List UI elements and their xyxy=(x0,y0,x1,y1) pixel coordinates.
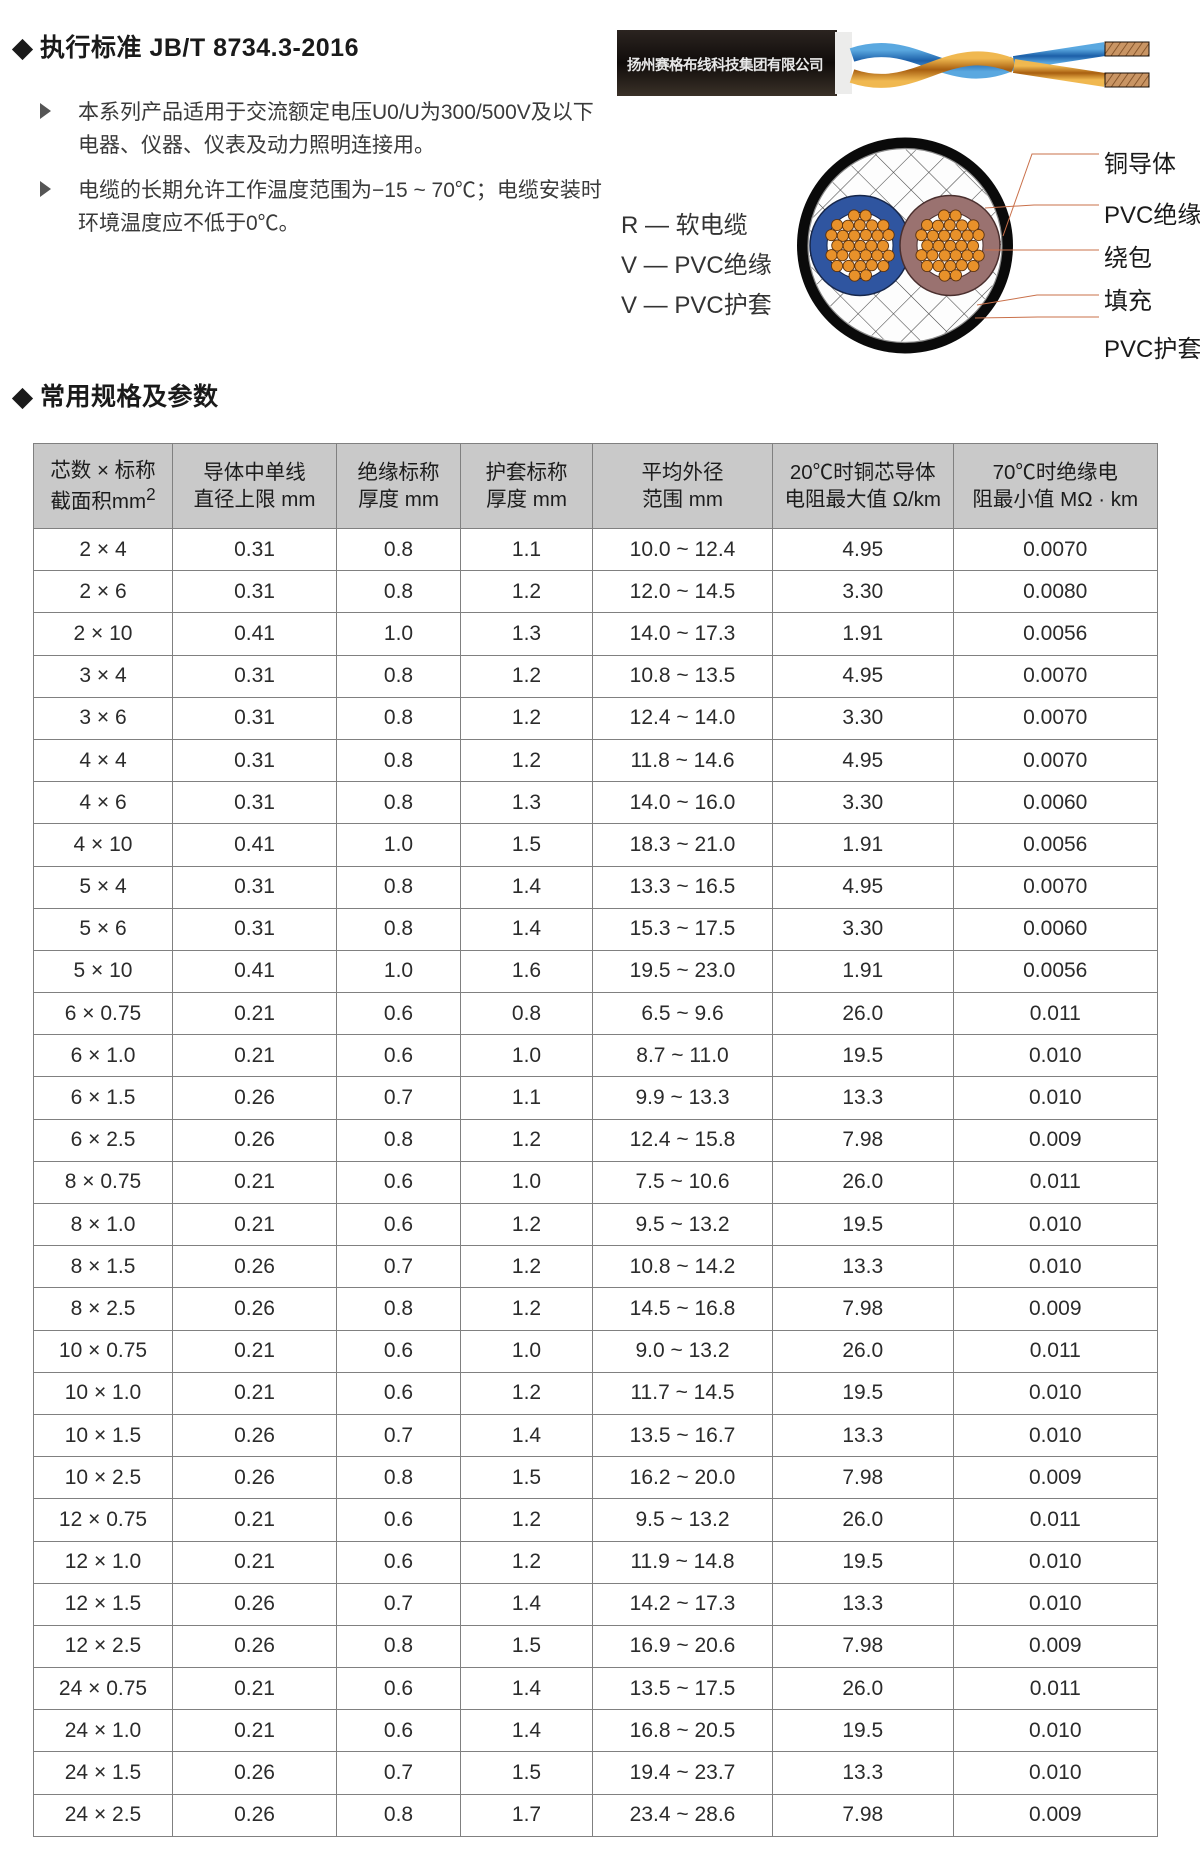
svg-text:扬州赛格布线科技集团有限公司: 扬州赛格布线科技集团有限公司 xyxy=(627,56,823,74)
